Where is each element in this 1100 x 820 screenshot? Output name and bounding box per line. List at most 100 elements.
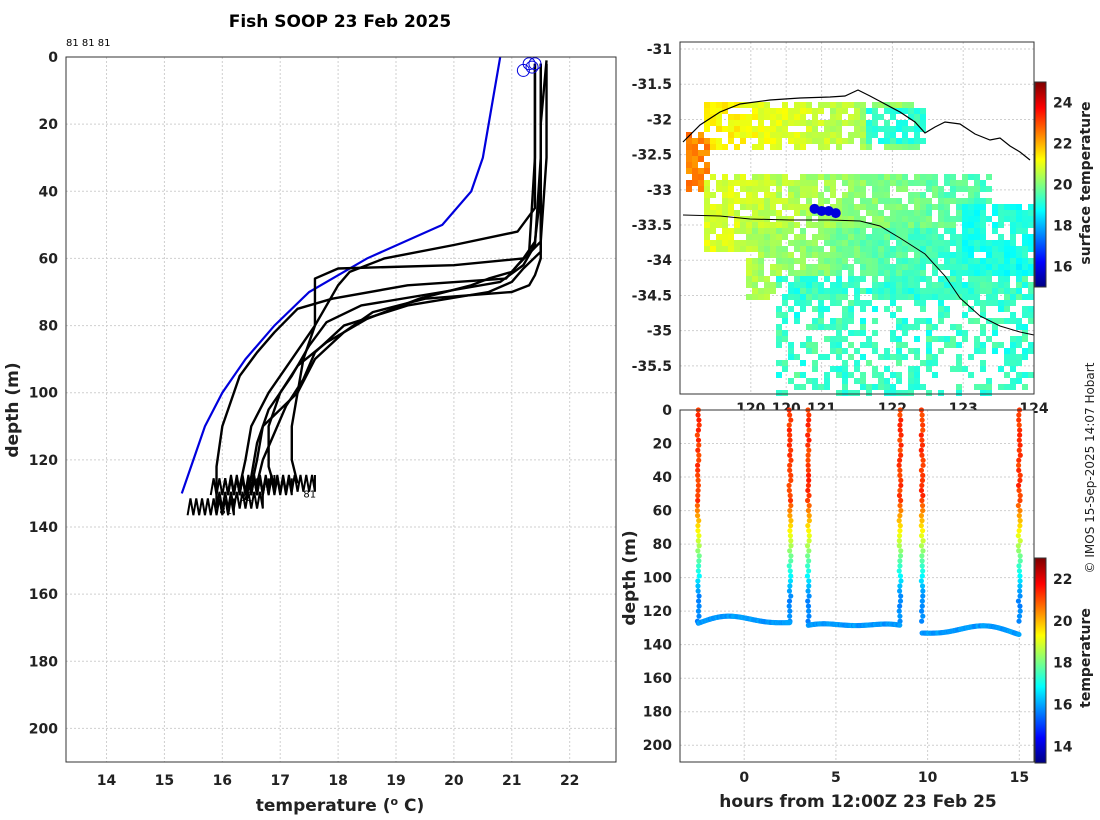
timeseries-sample: [807, 593, 812, 598]
sst-cell: [920, 258, 926, 264]
sst-cell: [1016, 276, 1022, 282]
timeseries-sample: [696, 568, 701, 573]
sst-cell: [704, 198, 710, 204]
sst-cell: [878, 246, 884, 252]
sst-cell: [764, 114, 770, 120]
sst-cell: [812, 246, 818, 252]
sst-cell: [776, 282, 782, 288]
profile-ytick-label: 20: [39, 117, 59, 133]
sst-cell: [764, 126, 770, 132]
sst-cell: [830, 240, 836, 246]
sst-cell: [734, 210, 740, 216]
sst-cell: [854, 252, 860, 258]
sst-cell: [866, 174, 872, 180]
sst-cell: [848, 192, 854, 198]
sst-cell: [830, 222, 836, 228]
sst-cell: [818, 300, 824, 306]
sst-cell: [788, 240, 794, 246]
sst-cell: [950, 366, 956, 372]
sst-cell: [800, 114, 806, 120]
sst-cell: [746, 264, 752, 270]
sst-cell: [788, 348, 794, 354]
sst-cell: [974, 180, 980, 186]
sst-cell: [842, 348, 848, 354]
sst-cell: [890, 174, 896, 180]
sst-cell: [896, 216, 902, 222]
sst-cell: [974, 348, 980, 354]
sst-cell: [980, 300, 986, 306]
sst-cell: [890, 216, 896, 222]
sst-cell: [1010, 354, 1016, 360]
sst-cell: [968, 222, 974, 228]
sst-cell: [692, 138, 698, 144]
timeseries-sample: [787, 508, 792, 513]
sst-cell: [842, 390, 848, 396]
sst-cell: [890, 384, 896, 390]
sst-cell: [992, 258, 998, 264]
sst-cell: [770, 174, 776, 180]
sst-cell: [932, 288, 938, 294]
sst-cell: [758, 228, 764, 234]
timeseries-sample: [1016, 619, 1021, 624]
sst-cell: [1022, 348, 1028, 354]
sst-cell: [830, 132, 836, 138]
sst-cell: [854, 174, 860, 180]
profile-panel: 8181 81 14 15 16 17 18 19 20 21 22020406080100120…: [3, 38, 616, 816]
sst-cell: [818, 144, 824, 150]
sst-cell: [956, 210, 962, 216]
sst-cell: [824, 336, 830, 342]
timeseries-sample: [806, 463, 811, 468]
sst-cell: [926, 366, 932, 372]
sst-cell: [776, 216, 782, 222]
sst-cell: [806, 288, 812, 294]
sst-cell: [896, 204, 902, 210]
timeseries-sample: [897, 563, 902, 568]
sst-cell: [896, 222, 902, 228]
sst-cell: [872, 372, 878, 378]
sst-cell: [842, 306, 848, 312]
timeseries-sample: [898, 578, 903, 583]
sst-cell: [770, 120, 776, 126]
timeseries-sample: [787, 433, 792, 438]
sst-cell: [872, 216, 878, 222]
sst-cell: [956, 240, 962, 246]
sst-cell: [866, 252, 872, 258]
timeseries-sample: [1017, 433, 1022, 438]
sst-cell: [836, 318, 842, 324]
sst-cell: [860, 300, 866, 306]
sst-cell: [860, 108, 866, 114]
sst-cell: [902, 276, 908, 282]
sst-cell: [824, 228, 830, 234]
sst-cell: [800, 210, 806, 216]
sst-cell: [998, 216, 1004, 222]
sst-cell: [926, 360, 932, 366]
timeseries-sample: [787, 412, 792, 417]
sst-cell: [926, 294, 932, 300]
sst-cell: [746, 192, 752, 198]
sst-cell: [950, 336, 956, 342]
sst-cell: [962, 294, 968, 300]
timeseries-sample: [788, 478, 793, 483]
sst-cell: [806, 336, 812, 342]
sst-cell: [794, 210, 800, 216]
sst-cell: [884, 276, 890, 282]
sst-cell: [860, 288, 866, 294]
timeseries-sample: [898, 498, 903, 503]
sst-cell: [1028, 264, 1034, 270]
sst-cell: [986, 270, 992, 276]
sst-cell: [932, 354, 938, 360]
sst-cell: [848, 270, 854, 276]
sst-cell: [896, 276, 902, 282]
sst-cell: [824, 138, 830, 144]
sst-cell: [896, 138, 902, 144]
sst-cell: [764, 108, 770, 114]
sst-cell: [1028, 246, 1034, 252]
timeseries-sample: [898, 483, 903, 488]
sst-cell: [728, 240, 734, 246]
sst-cell: [800, 282, 806, 288]
sst-cell: [860, 222, 866, 228]
sst-cell: [704, 186, 710, 192]
sst-cell: [782, 294, 788, 300]
sst-cell: [776, 246, 782, 252]
sst-cell: [1004, 318, 1010, 324]
